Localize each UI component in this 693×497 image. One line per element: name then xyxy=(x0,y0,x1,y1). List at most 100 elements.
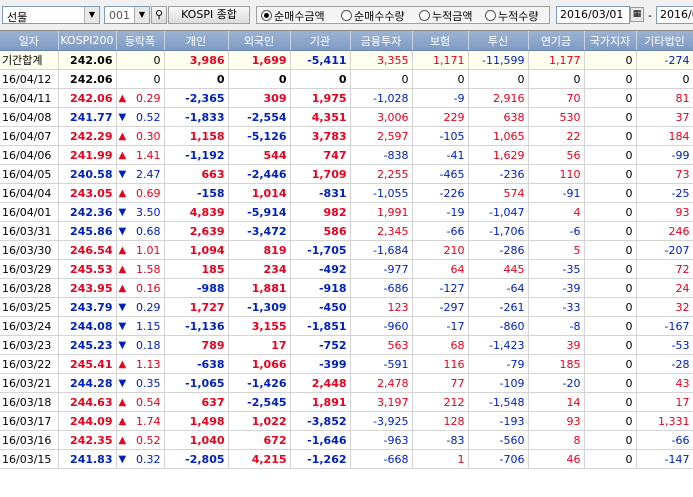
table-row[interactable]: 16/04/04 243.05 ▲ 0.69 -158 1,014 -831 -1,055 -2… xyxy=(0,183,693,203)
change-value: 1.41 xyxy=(136,148,161,162)
date-cell: 16/04/07 xyxy=(0,126,59,146)
table-row[interactable]: 16/04/06 241.99 ▲ 1.41 -1,192 544 747 -838 -41 1,… xyxy=(0,145,693,165)
radio-cumulative-amount[interactable]: 누적금액 xyxy=(419,8,472,23)
value-cell: 72 xyxy=(636,259,693,279)
table-row[interactable]: 16/03/15 241.83 ▼ 0.32 -2,805 4,215 -1,262 -668… xyxy=(0,449,693,469)
radio-cumulative-qty[interactable]: 누적수량 xyxy=(485,8,539,23)
column-header[interactable]: 외국인 xyxy=(228,31,291,51)
value-cell: 0 xyxy=(228,69,291,89)
value-cell: 0 xyxy=(584,50,637,70)
change-value: 0.35 xyxy=(136,376,161,390)
column-header[interactable]: 등락폭 xyxy=(116,31,165,51)
value-cell: 0 xyxy=(350,69,413,89)
value-cell: -28 xyxy=(636,354,693,374)
chevron-down-icon[interactable]: ▼ xyxy=(84,7,99,23)
table-row[interactable]: 16/03/31 245.86 ▼ 0.68 2,639 -3,472 586 2,345 -6… xyxy=(0,221,693,241)
table-row[interactable]: 16/03/25 243.79 ▼ 0.29 1,727 -1,309 -450 123 -29… xyxy=(0,297,693,317)
value-cell: 234 xyxy=(228,259,291,279)
value-cell: 210 xyxy=(412,240,469,260)
table-row[interactable]: 16/03/16 242.35 ▲ 0.52 1,040 672 -1,646 -963 -83… xyxy=(0,430,693,450)
date-from-input[interactable]: 2016/03/01 xyxy=(556,6,630,24)
radio-label: 누적수량 xyxy=(498,10,539,23)
date-cell: 16/03/18 xyxy=(0,392,59,412)
value-cell: -9 xyxy=(412,88,469,108)
value-cell: 1,094 xyxy=(164,240,229,260)
value-cell: -668 xyxy=(350,449,413,469)
value-cell: 17 xyxy=(228,335,291,355)
radio-net-buy-amount[interactable]: 순매수금액 xyxy=(261,8,325,23)
value-cell: 586 xyxy=(290,221,351,241)
table-row[interactable]: 16/04/01 242.36 ▼ 3.50 4,839 -5,914 982 1,991 -1… xyxy=(0,202,693,222)
column-header[interactable]: KOSPI200 xyxy=(58,31,117,51)
table-row[interactable]: 16/04/12 242.06 0 0 0 0 0 0 0 0 0 0 xyxy=(0,69,693,89)
search-button[interactable]: ⚲ xyxy=(151,6,167,24)
value-cell: -1,192 xyxy=(164,145,229,165)
market-select-value: 선물 xyxy=(7,11,28,24)
value-cell: 2,448 xyxy=(290,373,351,393)
index-name-button[interactable]: KOSPI 종합 xyxy=(168,6,250,24)
table-row[interactable]: 16/03/22 245.41 ▲ 1.13 -638 1,066 -399 -591 116-… xyxy=(0,354,693,374)
value-cell: -1,684 xyxy=(350,240,413,260)
value-cell: 68 xyxy=(412,335,469,355)
radio-net-buy-qty[interactable]: 순매수수량 xyxy=(341,8,405,23)
table-row[interactable]: 16/04/05 240.58 ▼ 2.47 663 -2,446 1,709 2,255 -4… xyxy=(0,164,693,184)
value-cell: -79 xyxy=(468,354,529,374)
triangle-down-icon: ▼ xyxy=(118,320,127,332)
value-cell: -11,599 xyxy=(468,50,529,70)
table-row[interactable]: 16/03/17 244.09 ▲ 1.74 1,498 1,022 -3,852 -3,92… xyxy=(0,411,693,431)
date-cell: 16/03/22 xyxy=(0,354,59,374)
triangle-down-icon: ▼ xyxy=(118,168,127,180)
value-cell: 116 xyxy=(412,354,469,374)
column-header[interactable]: 연기금 xyxy=(528,31,585,51)
column-header[interactable]: 개인 xyxy=(164,31,229,51)
column-header[interactable]: 기타법인 xyxy=(636,31,693,51)
value-cell: -105 xyxy=(412,126,469,146)
table-row[interactable]: 16/03/29 245.53 ▲ 1.58 185 234 -492 -977 64 445 -3… xyxy=(0,259,693,279)
radio-label: 순매수수량 xyxy=(354,10,405,23)
change-cell: ▼ 0.18 xyxy=(116,335,165,355)
table-row[interactable]: 16/04/08 241.77 ▼ 0.52 -1,833 -2,554 4,351 3,00… xyxy=(0,107,693,127)
value-cell: 0 xyxy=(290,69,351,89)
value-cell: -1,028 xyxy=(350,88,413,108)
search-icon: ⚲ xyxy=(154,8,164,21)
table-row[interactable]: 16/03/23 245.23 ▼ 0.18 789 17 -752 563 68 -1,423 3… xyxy=(0,335,693,355)
date-cell: 기간합계 xyxy=(0,50,59,70)
value-cell: 1,991 xyxy=(350,202,413,222)
column-header[interactable]: 보험 xyxy=(412,31,469,51)
value-cell: 70 xyxy=(528,88,585,108)
table-row[interactable]: 16/03/24 244.08 ▼ 1.15 -1,136 3,155 -1,851 -960… xyxy=(0,316,693,336)
table-row[interactable]: 16/03/28 243.95 ▲ 0.16 -988 1,881 -918 -686 -127… xyxy=(0,278,693,298)
column-header[interactable]: 기관 xyxy=(290,31,351,51)
kospi200-cell: 244.28 xyxy=(58,373,117,393)
value-cell: -1,065 xyxy=(164,373,229,393)
value-cell: 185 xyxy=(528,354,585,374)
change-cell: 0 xyxy=(116,69,165,89)
table-row[interactable]: 16/04/07 242.29 ▲ 0.30 1,158 -5,126 3,783 2,597… xyxy=(0,126,693,146)
date-cell: 16/03/23 xyxy=(0,335,59,355)
column-header[interactable]: 일자 xyxy=(0,31,59,51)
value-cell: -297 xyxy=(412,297,469,317)
date-cell: 16/03/15 xyxy=(0,449,59,469)
value-cell: 73 xyxy=(636,164,693,184)
change-cell: ▲ 0.16 xyxy=(116,278,165,298)
code-select[interactable]: 001 ▼ xyxy=(104,6,150,24)
column-header[interactable]: 금융투자 xyxy=(350,31,413,51)
change-value: 0.18 xyxy=(136,338,161,352)
table-row[interactable]: 16/03/21 244.28 ▼ 0.35 -1,065 -1,426 2,448 2,47… xyxy=(0,373,693,393)
change-cell: ▲ 1.58 xyxy=(116,259,165,279)
table-row[interactable]: 16/03/18 244.63 ▲ 0.54 637 -2,545 1,891 3,197 21… xyxy=(0,392,693,412)
table-row[interactable]: 16/03/30 246.54 ▲ 1.01 1,094 819 -1,705 -1,684 2… xyxy=(0,240,693,260)
table-row[interactable]: 16/04/11 242.06 ▲ 0.29 -2,365 309 1,975 -1,028-… xyxy=(0,88,693,108)
chevron-down-icon[interactable]: ▼ xyxy=(134,7,149,23)
date-separator: - xyxy=(648,9,652,22)
market-select[interactable]: 선물 ▼ xyxy=(2,6,100,24)
column-header[interactable]: 국가지자 xyxy=(584,31,637,51)
investor-trading-grid[interactable]: 일자 KOSPI200 등락폭 개인 외국인 기관 금융투자 보험 투신 연기금 국가지자 기타법인 … xyxy=(0,30,693,497)
value-cell: -1,706 xyxy=(468,221,529,241)
summary-row[interactable]: 기간합계 242.06 0 3,986 1,699 -5,411 3,355 1,171 -11… xyxy=(0,50,693,70)
calendar-icon[interactable]: ▦ xyxy=(630,7,644,22)
column-header[interactable]: 투신 xyxy=(468,31,529,51)
value-cell: 1,498 xyxy=(164,411,229,431)
date-to-input[interactable]: 2016/0 xyxy=(656,6,693,24)
value-cell: -109 xyxy=(468,373,529,393)
